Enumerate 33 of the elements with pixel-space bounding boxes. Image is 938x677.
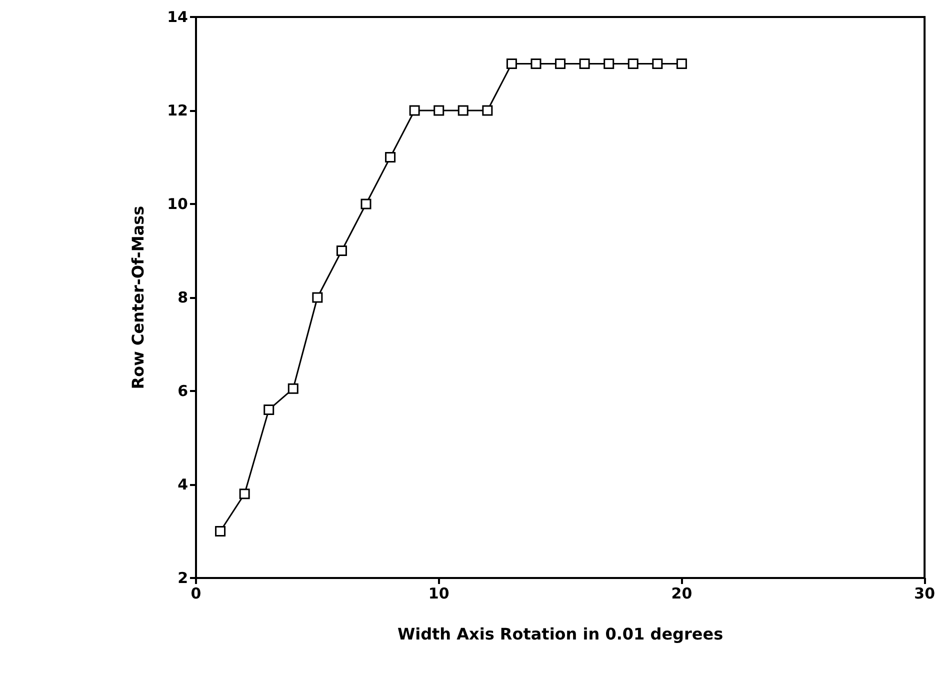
x-tick-label: 10 [428,584,450,602]
point [360,198,372,210]
point [506,58,517,69]
point [264,404,274,415]
point [288,383,298,394]
x-tick-label: 0 [190,584,202,602]
point [652,58,663,69]
point [409,105,420,116]
point [579,58,590,69]
point [336,246,347,256]
y-tick-label: 6 [178,382,188,400]
y-tick-label: 10 [167,195,188,213]
point [628,58,638,69]
point [434,105,444,116]
point [458,105,468,116]
y-tick-label: 14 [167,8,188,26]
point [239,488,250,500]
point [482,105,493,116]
point [312,292,323,303]
point [385,152,396,162]
point [530,58,542,69]
x-axis-title: Width Axis Rotation in 0.01 degrees [397,624,724,644]
y-tick-label: 8 [178,288,188,306]
y-tick-label: 2 [178,569,188,587]
point [215,526,226,536]
y-tick-label: 4 [178,476,188,494]
point [676,58,687,69]
point [555,58,566,69]
y-tick-label: 12 [167,102,188,120]
y-axis-title: Row Center-Of-Mass [128,206,148,390]
point [604,58,614,69]
x-tick-label: 30 [914,584,935,602]
x-tick-label: 20 [671,584,692,602]
